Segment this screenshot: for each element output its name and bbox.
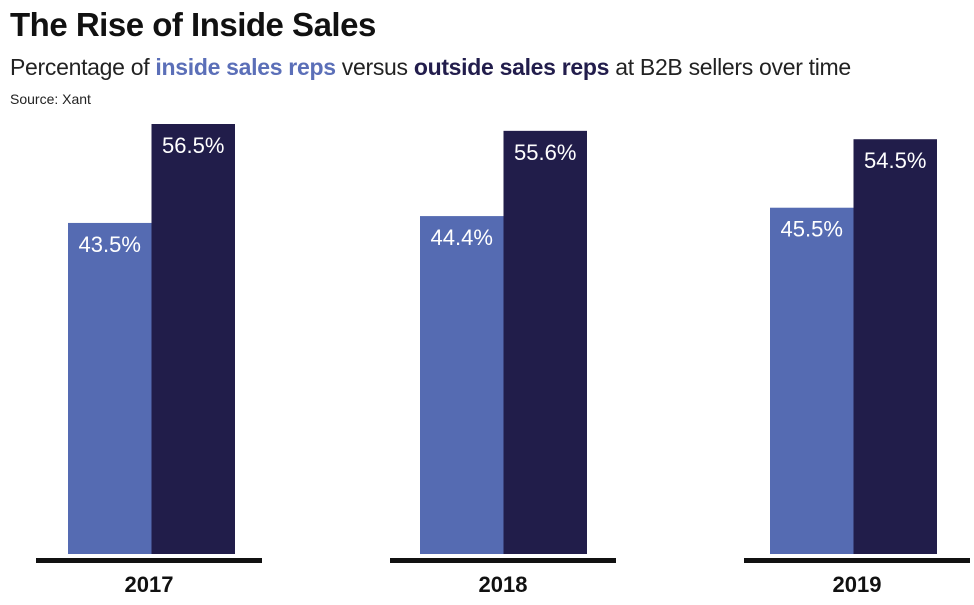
chart-subtitle: Percentage of inside sales reps versus o…	[10, 54, 851, 81]
data-label: 45.5%	[781, 217, 843, 242]
axis-line	[390, 558, 616, 563]
data-label: 56.5%	[162, 133, 224, 158]
data-label: 43.5%	[79, 232, 141, 257]
subtitle-suffix: at B2B sellers over time	[609, 54, 851, 80]
subtitle-prefix: Percentage of	[10, 54, 156, 80]
bar-inside-2017	[68, 222, 152, 554]
data-label: 55.6%	[514, 140, 576, 165]
legend-inside-sales: inside sales reps	[155, 54, 336, 80]
category-label: 2019	[833, 572, 882, 597]
bar-inside-2018	[420, 216, 504, 554]
data-label: 44.4%	[431, 225, 493, 250]
subtitle-middle: versus	[335, 54, 414, 80]
legend-outside-sales: outside sales reps	[413, 54, 610, 80]
category-label: 2017	[125, 572, 174, 597]
category-label: 2018	[479, 572, 528, 597]
bar-outside-2017	[151, 124, 235, 554]
chart-source: Source: Xant	[10, 91, 91, 107]
bar-inside-2019	[770, 207, 854, 555]
data-label: 54.5%	[864, 148, 926, 173]
chart-title: The Rise of Inside Sales	[10, 6, 376, 43]
axis-line	[744, 558, 970, 563]
bar-outside-2018	[503, 130, 587, 555]
bar-outside-2019	[853, 139, 937, 554]
axis-line	[36, 558, 262, 563]
